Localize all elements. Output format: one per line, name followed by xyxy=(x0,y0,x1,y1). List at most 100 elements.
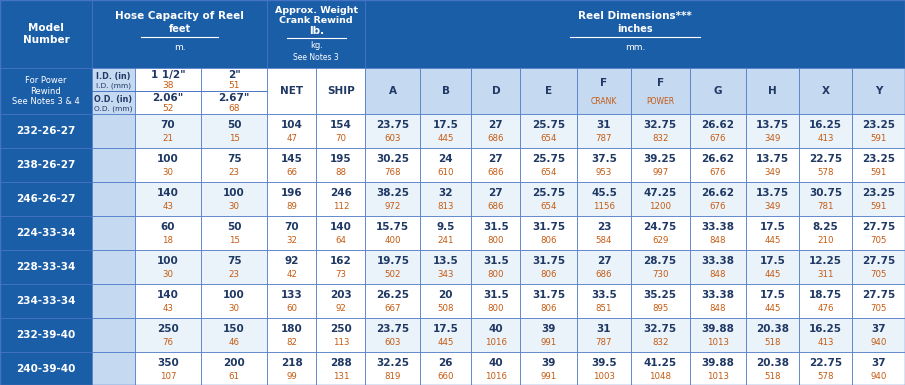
Text: 40: 40 xyxy=(489,324,503,334)
Text: 603: 603 xyxy=(385,338,401,347)
Text: 38: 38 xyxy=(162,82,174,90)
Text: F: F xyxy=(600,78,607,88)
Bar xyxy=(746,216,799,250)
Bar xyxy=(690,352,746,385)
Text: 1013: 1013 xyxy=(707,372,729,381)
Text: 100: 100 xyxy=(157,154,178,164)
Bar xyxy=(201,182,267,216)
Text: 32: 32 xyxy=(439,188,453,198)
Bar xyxy=(316,216,366,250)
Text: 33.5: 33.5 xyxy=(591,290,617,300)
Text: 813: 813 xyxy=(438,202,454,211)
Bar xyxy=(366,182,420,216)
Text: 27: 27 xyxy=(489,188,503,198)
Text: 37: 37 xyxy=(872,324,886,334)
Bar xyxy=(746,318,799,352)
Bar xyxy=(135,318,201,352)
Text: 806: 806 xyxy=(540,236,557,245)
Bar xyxy=(201,148,267,182)
Text: 17.5: 17.5 xyxy=(759,222,786,232)
Text: Approx. Weight: Approx. Weight xyxy=(275,7,357,15)
Text: 82: 82 xyxy=(286,338,298,347)
Text: 241: 241 xyxy=(438,236,454,245)
Bar xyxy=(0,148,91,182)
Text: 35.25: 35.25 xyxy=(643,290,677,300)
Text: 288: 288 xyxy=(330,358,352,368)
Bar xyxy=(366,352,420,385)
Text: 140: 140 xyxy=(329,222,352,232)
Text: 39: 39 xyxy=(542,324,556,334)
Bar xyxy=(690,148,746,182)
Text: 17.5: 17.5 xyxy=(433,324,459,334)
Text: 238-26-27: 238-26-27 xyxy=(16,160,76,170)
Text: O.D. (in): O.D. (in) xyxy=(94,95,132,104)
Bar xyxy=(520,216,577,250)
Text: 100: 100 xyxy=(224,290,245,300)
Text: 23.75: 23.75 xyxy=(376,120,409,130)
Bar xyxy=(420,318,472,352)
Text: 104: 104 xyxy=(281,120,303,130)
Bar xyxy=(91,182,135,216)
Text: 350: 350 xyxy=(157,358,178,368)
Bar xyxy=(0,352,91,385)
Text: 21: 21 xyxy=(162,134,174,143)
Text: 224-33-34: 224-33-34 xyxy=(16,228,76,238)
Text: 768: 768 xyxy=(385,168,401,177)
Text: SHIP: SHIP xyxy=(327,86,355,96)
Text: 30: 30 xyxy=(229,304,240,313)
Text: 15.75: 15.75 xyxy=(376,222,409,232)
Text: 30.75: 30.75 xyxy=(809,188,842,198)
Bar xyxy=(520,182,577,216)
Text: 92: 92 xyxy=(284,256,299,266)
Bar xyxy=(631,182,690,216)
Text: For Power
Rewind
See Notes 3 & 4: For Power Rewind See Notes 3 & 4 xyxy=(12,76,80,106)
Text: 445: 445 xyxy=(438,134,454,143)
Text: 16.25: 16.25 xyxy=(809,324,842,334)
Bar xyxy=(91,114,135,148)
Text: 32: 32 xyxy=(286,236,298,245)
Text: 787: 787 xyxy=(595,338,613,347)
Bar xyxy=(690,318,746,352)
Bar xyxy=(690,114,746,148)
Bar xyxy=(577,352,631,385)
Text: 311: 311 xyxy=(817,270,834,279)
Text: 28.75: 28.75 xyxy=(643,256,677,266)
Bar xyxy=(91,318,135,352)
Text: 26.25: 26.25 xyxy=(376,290,409,300)
Text: 27: 27 xyxy=(489,154,503,164)
Text: 610: 610 xyxy=(438,168,454,177)
Text: 232-39-40: 232-39-40 xyxy=(16,330,75,340)
Text: 502: 502 xyxy=(385,270,401,279)
Text: 2.06": 2.06" xyxy=(152,93,184,103)
Text: 1048: 1048 xyxy=(649,372,672,381)
Text: 349: 349 xyxy=(764,168,780,177)
Bar xyxy=(201,250,267,284)
Bar xyxy=(799,216,852,250)
Bar xyxy=(746,250,799,284)
Bar xyxy=(267,284,316,318)
Text: 676: 676 xyxy=(710,168,726,177)
Text: 31.75: 31.75 xyxy=(532,256,566,266)
Bar xyxy=(420,250,472,284)
Text: 240-39-40: 240-39-40 xyxy=(16,364,76,374)
Text: H: H xyxy=(768,86,776,96)
Bar xyxy=(472,114,520,148)
Bar xyxy=(135,91,201,114)
Text: inches: inches xyxy=(617,24,653,34)
Bar xyxy=(472,352,520,385)
Bar xyxy=(690,284,746,318)
Bar xyxy=(316,284,366,318)
Text: 413: 413 xyxy=(817,134,834,143)
Bar xyxy=(631,284,690,318)
Bar xyxy=(799,318,852,352)
Text: 39.88: 39.88 xyxy=(701,358,734,368)
Text: B: B xyxy=(442,86,450,96)
Text: 32.75: 32.75 xyxy=(643,120,677,130)
Bar xyxy=(267,318,316,352)
Text: X: X xyxy=(822,86,829,96)
Text: 30: 30 xyxy=(162,270,174,279)
Text: 806: 806 xyxy=(540,270,557,279)
Text: 705: 705 xyxy=(871,236,887,245)
Text: 23.25: 23.25 xyxy=(862,154,895,164)
Text: kg.: kg. xyxy=(310,41,323,50)
